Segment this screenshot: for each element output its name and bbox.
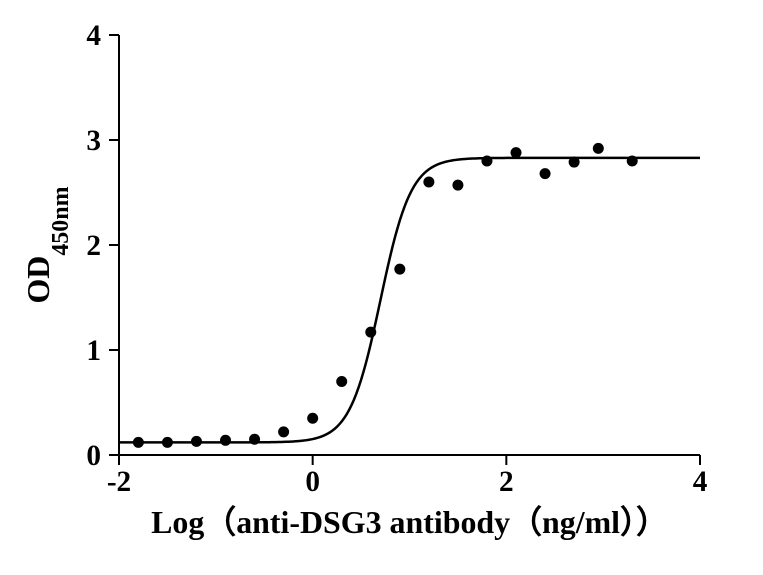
y-tick-label: 2 bbox=[86, 230, 101, 262]
y-tick-label: 0 bbox=[86, 440, 101, 472]
data-point bbox=[394, 264, 405, 275]
data-point bbox=[249, 434, 260, 445]
data-point bbox=[452, 180, 463, 191]
x-tick-label: 4 bbox=[693, 466, 708, 498]
dose-response-chart: -202401234Log（anti-DSG3 antibody（ng/ml））… bbox=[0, 0, 763, 575]
data-point bbox=[336, 376, 347, 387]
svg-text:OD450nm: OD450nm bbox=[21, 186, 74, 303]
x-axis-title: Log（anti-DSG3 antibody（ng/ml）） bbox=[151, 504, 668, 540]
x-tick-label: 0 bbox=[305, 466, 320, 498]
x-tick-label: -2 bbox=[107, 466, 131, 498]
data-point bbox=[627, 156, 638, 167]
data-point bbox=[307, 413, 318, 424]
data-point bbox=[278, 426, 289, 437]
data-point bbox=[540, 168, 551, 179]
data-point bbox=[511, 147, 522, 158]
data-point bbox=[423, 177, 434, 188]
y-tick-label: 1 bbox=[86, 335, 101, 367]
data-point bbox=[481, 156, 492, 167]
data-point bbox=[162, 437, 173, 448]
x-tick-label: 2 bbox=[499, 466, 514, 498]
data-point bbox=[365, 327, 376, 338]
data-point bbox=[593, 143, 604, 154]
y-axis-title: OD450nm bbox=[21, 186, 74, 303]
y-tick-label: 3 bbox=[86, 125, 101, 157]
chart-container: -202401234Log（anti-DSG3 antibody（ng/ml））… bbox=[0, 0, 763, 575]
data-point bbox=[220, 435, 231, 446]
data-point bbox=[133, 437, 144, 448]
fit-curve bbox=[119, 158, 700, 443]
data-point bbox=[191, 436, 202, 447]
data-point bbox=[569, 157, 580, 168]
y-tick-label: 4 bbox=[86, 20, 101, 52]
